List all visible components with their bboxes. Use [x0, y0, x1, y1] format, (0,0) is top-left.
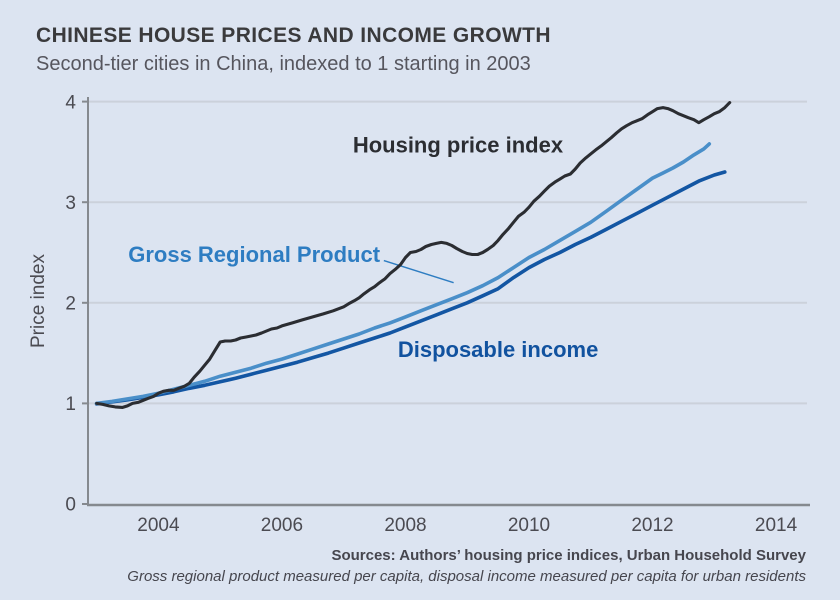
- grp-leader-line: [383, 259, 454, 284]
- chart-subtitle: Second-tier cities in China, indexed to …: [36, 53, 531, 75]
- note-line: Gross regional product measured per capi…: [127, 568, 806, 585]
- y-tick-label-0: 0: [65, 495, 76, 516]
- x-tick-label-2014: 2014: [755, 515, 798, 536]
- y-tick-label-1: 1: [65, 394, 76, 415]
- x-tick-label-2006: 2006: [261, 515, 303, 536]
- chart-title: CHINESE HOUSE PRICES AND INCOME GROWTH: [36, 24, 551, 47]
- income-line: [94, 170, 727, 406]
- income-label: Disposable income: [398, 337, 599, 362]
- x-tick-label-2008: 2008: [384, 515, 426, 536]
- x-tick-label-2004: 2004: [137, 515, 180, 536]
- grp-line: [94, 142, 712, 406]
- y-tick-label-3: 3: [65, 193, 76, 214]
- y-axis-title: Price index: [28, 254, 49, 348]
- x-tick-label-2012: 2012: [631, 515, 673, 536]
- y-tick-label-4: 4: [65, 92, 76, 113]
- x-tick-label-2010: 2010: [508, 515, 550, 536]
- grp-label: Gross Regional Product: [128, 242, 380, 267]
- housing-line: [95, 101, 732, 409]
- housing-label: Housing price index: [353, 133, 564, 158]
- source-line: Sources: Authors’ housing price indices,…: [331, 547, 806, 564]
- y-tick-label-2: 2: [65, 293, 76, 314]
